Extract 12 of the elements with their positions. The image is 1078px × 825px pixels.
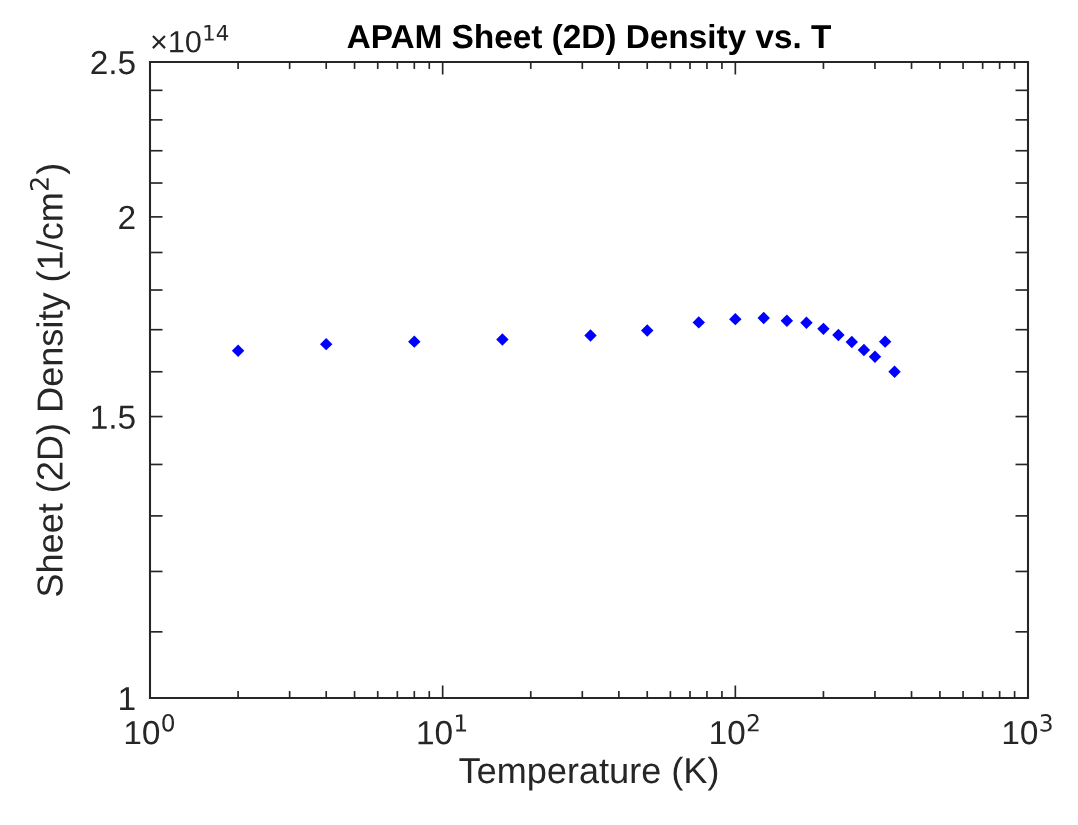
x-tick-label: 10$^{3}$ <box>1003 714 1052 745</box>
y-tick-label: 1.5 <box>92 405 135 429</box>
chart-title: APAM Sheet (2D) Density vs. T <box>347 23 831 56</box>
y-tick-label: 1 <box>120 687 135 711</box>
y-tick-label: 2.5 <box>91 50 135 75</box>
x-tick-label: 10$^{2}$ <box>711 714 759 745</box>
text: ×10$^{14}$ <box>152 24 229 53</box>
y-axis-title: Sheet (2D) Density (1/cm$^{2}$) <box>29 165 70 596</box>
x-tick-label: 10$^{1}$ <box>418 714 467 745</box>
y-tick-label: 2 <box>119 205 135 229</box>
x-axis-title: Temperature (K) <box>459 756 718 791</box>
x-tick-label: 10$^{0}$ <box>125 714 175 745</box>
